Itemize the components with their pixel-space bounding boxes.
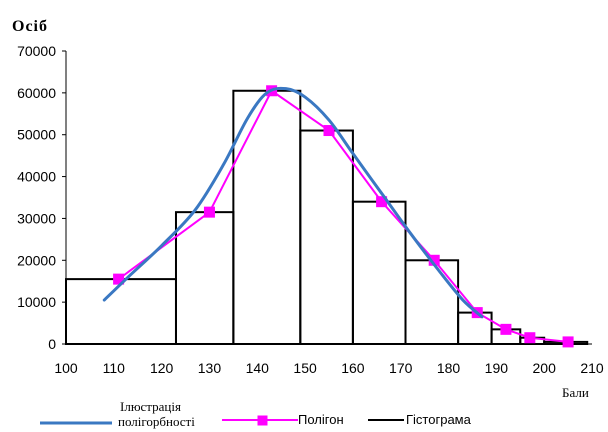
y-tick-label: 40000 <box>17 169 56 185</box>
y-tick-label: 0 <box>48 336 56 352</box>
x-tick-label: 160 <box>341 360 365 376</box>
y-tick-label: 10000 <box>17 294 56 310</box>
legend: Ілюстрація полігорбності Полігон Гістогр… <box>40 399 472 429</box>
legend-histogram-label: Гістограма <box>406 412 472 427</box>
histogram-bar <box>404 259 460 345</box>
polygon-marker <box>500 323 512 335</box>
y-tick-label: 70000 <box>17 43 56 59</box>
x-axis-label: Бали <box>562 385 589 400</box>
y-tick-label: 20000 <box>17 252 56 268</box>
polygon-marker <box>323 125 335 137</box>
y-axis-label: Осіб <box>12 18 48 35</box>
x-tick-label: 200 <box>533 360 557 376</box>
x-tick-label: 100 <box>54 360 78 376</box>
x-tick-label: 120 <box>150 360 174 376</box>
y-tick-label: 50000 <box>17 127 56 143</box>
tick-labels: 0 10000 20000 30000 40000 50000 60000 70000 100 1… <box>17 43 604 376</box>
x-tick-label: 180 <box>437 360 461 376</box>
polygon-line <box>118 89 569 343</box>
histogram-bar <box>351 200 407 345</box>
x-tick-label: 110 <box>103 360 126 376</box>
legend-curve-label-line2: полігорбності <box>118 414 195 429</box>
y-tick-label: 30000 <box>17 210 56 226</box>
x-tick-label: 190 <box>485 360 509 376</box>
legend-polygon-label: Полігон <box>298 412 344 427</box>
histogram-bar <box>65 278 177 345</box>
polygon-series <box>113 85 574 348</box>
polygon-marker <box>203 206 215 218</box>
curve-series <box>102 86 484 319</box>
polygon-marker <box>562 336 574 348</box>
x-tick-label: 210 <box>580 360 604 376</box>
histogram-bar <box>299 129 354 345</box>
y-tick-label: 60000 <box>17 85 56 101</box>
curve-line <box>102 86 484 319</box>
legend-curve-label-line1: Ілюстрація <box>120 399 181 414</box>
histogram-bar <box>174 211 235 345</box>
legend-polygon-marker <box>257 415 268 426</box>
x-tick-label: 170 <box>389 360 413 376</box>
x-tick-label: 130 <box>198 360 222 376</box>
polygon-marker <box>524 332 536 344</box>
x-tick-label: 150 <box>293 360 317 376</box>
x-tick-label: 140 <box>246 360 270 376</box>
axes <box>62 50 592 345</box>
